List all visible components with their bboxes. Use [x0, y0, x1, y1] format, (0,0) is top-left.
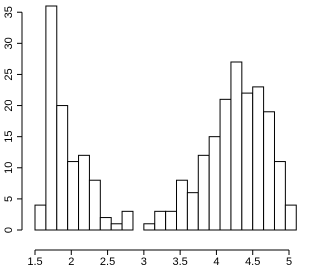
- bar: [110, 223, 123, 231]
- y-tick-label: 20: [3, 99, 15, 111]
- x-tick-label: 4.5: [245, 256, 260, 268]
- x-tick-label: 2: [68, 256, 74, 268]
- x-tick-label: 2.5: [100, 256, 115, 268]
- y-tick-label: 25: [3, 68, 15, 80]
- bar: [230, 61, 243, 231]
- y-tick-label: 30: [3, 37, 15, 49]
- bar: [273, 161, 286, 231]
- bar: [88, 179, 101, 231]
- bar: [56, 105, 69, 231]
- bar: [176, 179, 188, 231]
- bar: [154, 210, 167, 231]
- bar: [241, 92, 254, 231]
- y-tick-label: 5: [3, 196, 15, 202]
- bar: [143, 223, 156, 231]
- bar: [78, 154, 90, 231]
- y-tick-label: 15: [3, 131, 15, 143]
- x-tick-label: 1.5: [27, 256, 42, 268]
- bar: [252, 86, 265, 231]
- y-tick-label: 35: [3, 6, 15, 18]
- y-tick-label: 0: [3, 227, 15, 233]
- x-tick-label: 5: [286, 256, 292, 268]
- x-tick-label: 4: [213, 256, 219, 268]
- bar: [219, 98, 232, 231]
- x-tick-label: 3: [141, 256, 147, 268]
- bar: [34, 204, 47, 231]
- bar: [263, 111, 275, 231]
- bar: [165, 210, 178, 231]
- chart: 0 5 10 15 20 25 30 35 1.5 2 2.5 3 3.5 4 4.5 5: [3, 5, 297, 268]
- bar: [208, 136, 221, 231]
- y-tick-label: 10: [3, 162, 15, 174]
- bar: [186, 192, 199, 231]
- bar: [121, 210, 134, 231]
- x-tick-label: 3.5: [172, 256, 187, 268]
- bar: [197, 154, 210, 231]
- bar: [45, 5, 58, 231]
- bar: [67, 161, 80, 231]
- bar: [284, 204, 297, 231]
- bar: [99, 217, 112, 231]
